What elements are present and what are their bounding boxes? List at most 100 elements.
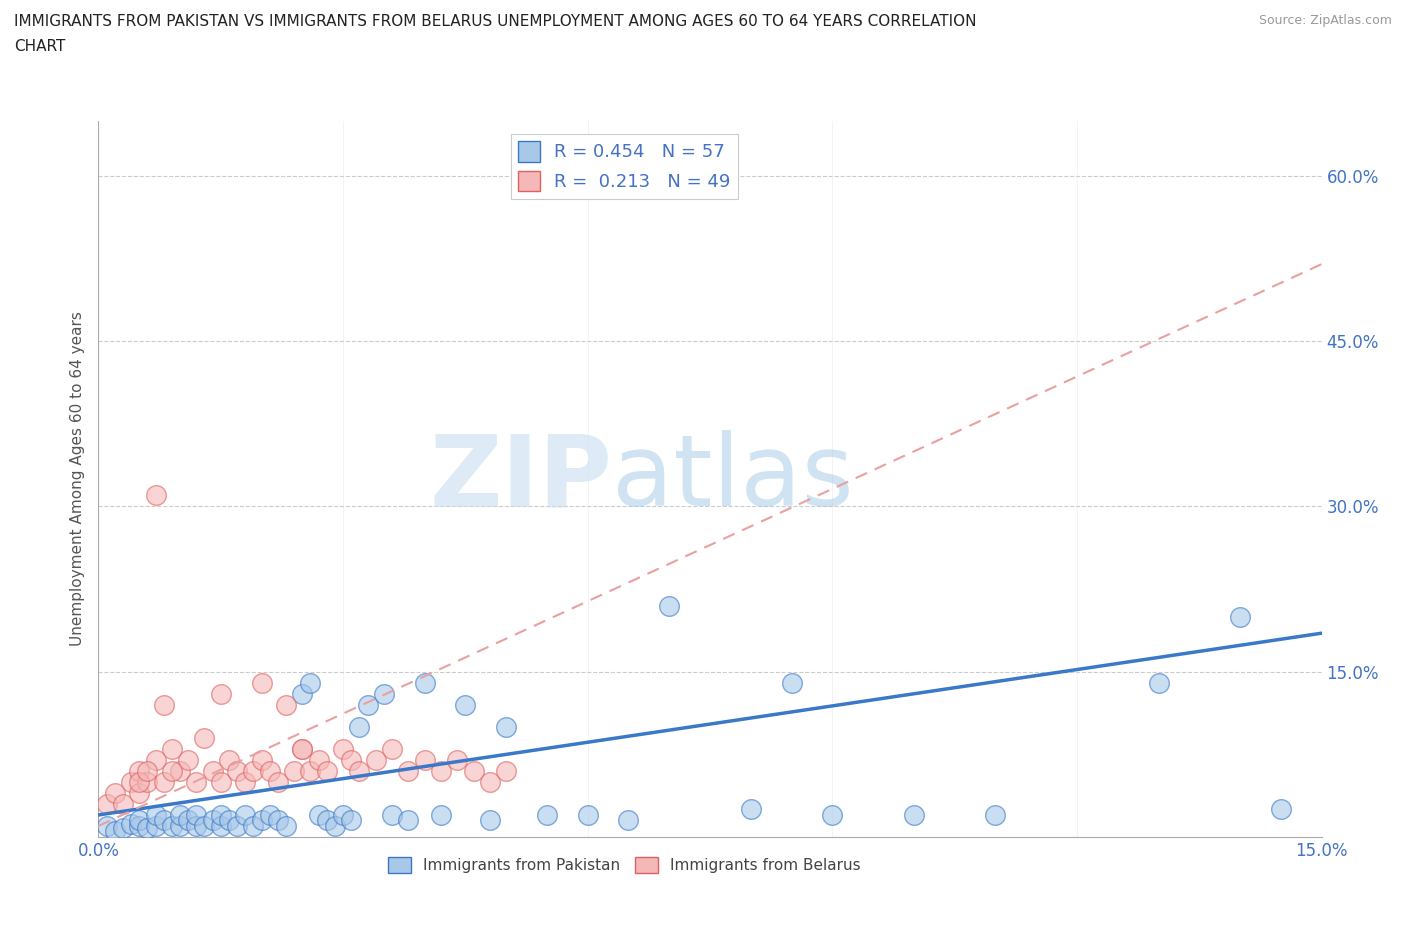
- Point: [145, 488, 167, 503]
- Point: [160, 741, 183, 756]
- Point: [201, 764, 224, 778]
- Point: [349, 720, 371, 735]
- Point: [152, 813, 174, 828]
- Point: [430, 764, 453, 778]
- Point: [209, 818, 232, 833]
- Point: [186, 818, 208, 833]
- Point: [903, 807, 925, 822]
- Point: [259, 807, 281, 822]
- Point: [267, 813, 290, 828]
- Point: [111, 821, 134, 836]
- Point: [446, 752, 468, 767]
- Point: [364, 752, 387, 767]
- Point: [478, 813, 501, 828]
- Point: [332, 741, 354, 756]
- Point: [128, 813, 150, 828]
- Point: [250, 675, 273, 690]
- Point: [340, 813, 363, 828]
- Point: [299, 764, 322, 778]
- Point: [381, 741, 404, 756]
- Point: [274, 698, 297, 712]
- Point: [780, 675, 803, 690]
- Y-axis label: Unemployment Among Ages 60 to 64 years: Unemployment Among Ages 60 to 64 years: [69, 312, 84, 646]
- Point: [209, 807, 232, 822]
- Point: [145, 818, 167, 833]
- Point: [186, 807, 208, 822]
- Point: [104, 824, 127, 839]
- Point: [120, 775, 142, 790]
- Point: [984, 807, 1007, 822]
- Point: [128, 775, 150, 790]
- Point: [250, 813, 273, 828]
- Text: atlas: atlas: [612, 431, 853, 527]
- Point: [193, 818, 215, 833]
- Point: [145, 752, 167, 767]
- Point: [111, 796, 134, 811]
- Point: [169, 818, 191, 833]
- Point: [242, 818, 264, 833]
- Point: [233, 775, 256, 790]
- Point: [193, 730, 215, 745]
- Point: [658, 598, 681, 613]
- Point: [495, 720, 517, 735]
- Point: [315, 764, 337, 778]
- Point: [617, 813, 640, 828]
- Point: [299, 675, 322, 690]
- Point: [242, 764, 264, 778]
- Point: [177, 813, 200, 828]
- Point: [250, 752, 273, 767]
- Point: [186, 775, 208, 790]
- Text: Source: ZipAtlas.com: Source: ZipAtlas.com: [1258, 14, 1392, 27]
- Point: [209, 686, 232, 701]
- Point: [160, 764, 183, 778]
- Point: [349, 764, 371, 778]
- Point: [128, 786, 150, 801]
- Point: [381, 807, 404, 822]
- Point: [291, 741, 314, 756]
- Point: [291, 686, 314, 701]
- Point: [413, 675, 436, 690]
- Point: [152, 775, 174, 790]
- Point: [396, 764, 419, 778]
- Point: [128, 818, 150, 833]
- Point: [201, 813, 224, 828]
- Point: [160, 818, 183, 833]
- Point: [536, 807, 558, 822]
- Point: [1147, 675, 1170, 690]
- Point: [1270, 802, 1292, 817]
- Point: [226, 764, 249, 778]
- Point: [218, 813, 240, 828]
- Point: [136, 775, 159, 790]
- Point: [283, 764, 305, 778]
- Text: IMMIGRANTS FROM PAKISTAN VS IMMIGRANTS FROM BELARUS UNEMPLOYMENT AMONG AGES 60 T: IMMIGRANTS FROM PAKISTAN VS IMMIGRANTS F…: [14, 14, 977, 54]
- Point: [96, 796, 118, 811]
- Point: [120, 817, 142, 831]
- Point: [495, 764, 517, 778]
- Point: [323, 818, 346, 833]
- Point: [315, 813, 337, 828]
- Point: [413, 752, 436, 767]
- Point: [104, 786, 127, 801]
- Point: [332, 807, 354, 822]
- Point: [128, 764, 150, 778]
- Legend: Immigrants from Pakistan, Immigrants from Belarus: Immigrants from Pakistan, Immigrants fro…: [381, 851, 868, 880]
- Point: [1229, 609, 1251, 624]
- Point: [233, 807, 256, 822]
- Point: [136, 821, 159, 836]
- Point: [308, 807, 330, 822]
- Point: [274, 818, 297, 833]
- Point: [226, 818, 249, 833]
- Point: [478, 775, 501, 790]
- Point: [218, 752, 240, 767]
- Point: [821, 807, 844, 822]
- Point: [96, 818, 118, 833]
- Point: [308, 752, 330, 767]
- Point: [145, 807, 167, 822]
- Point: [454, 698, 477, 712]
- Point: [740, 802, 762, 817]
- Point: [267, 775, 290, 790]
- Point: [152, 698, 174, 712]
- Point: [373, 686, 395, 701]
- Point: [291, 741, 314, 756]
- Point: [169, 807, 191, 822]
